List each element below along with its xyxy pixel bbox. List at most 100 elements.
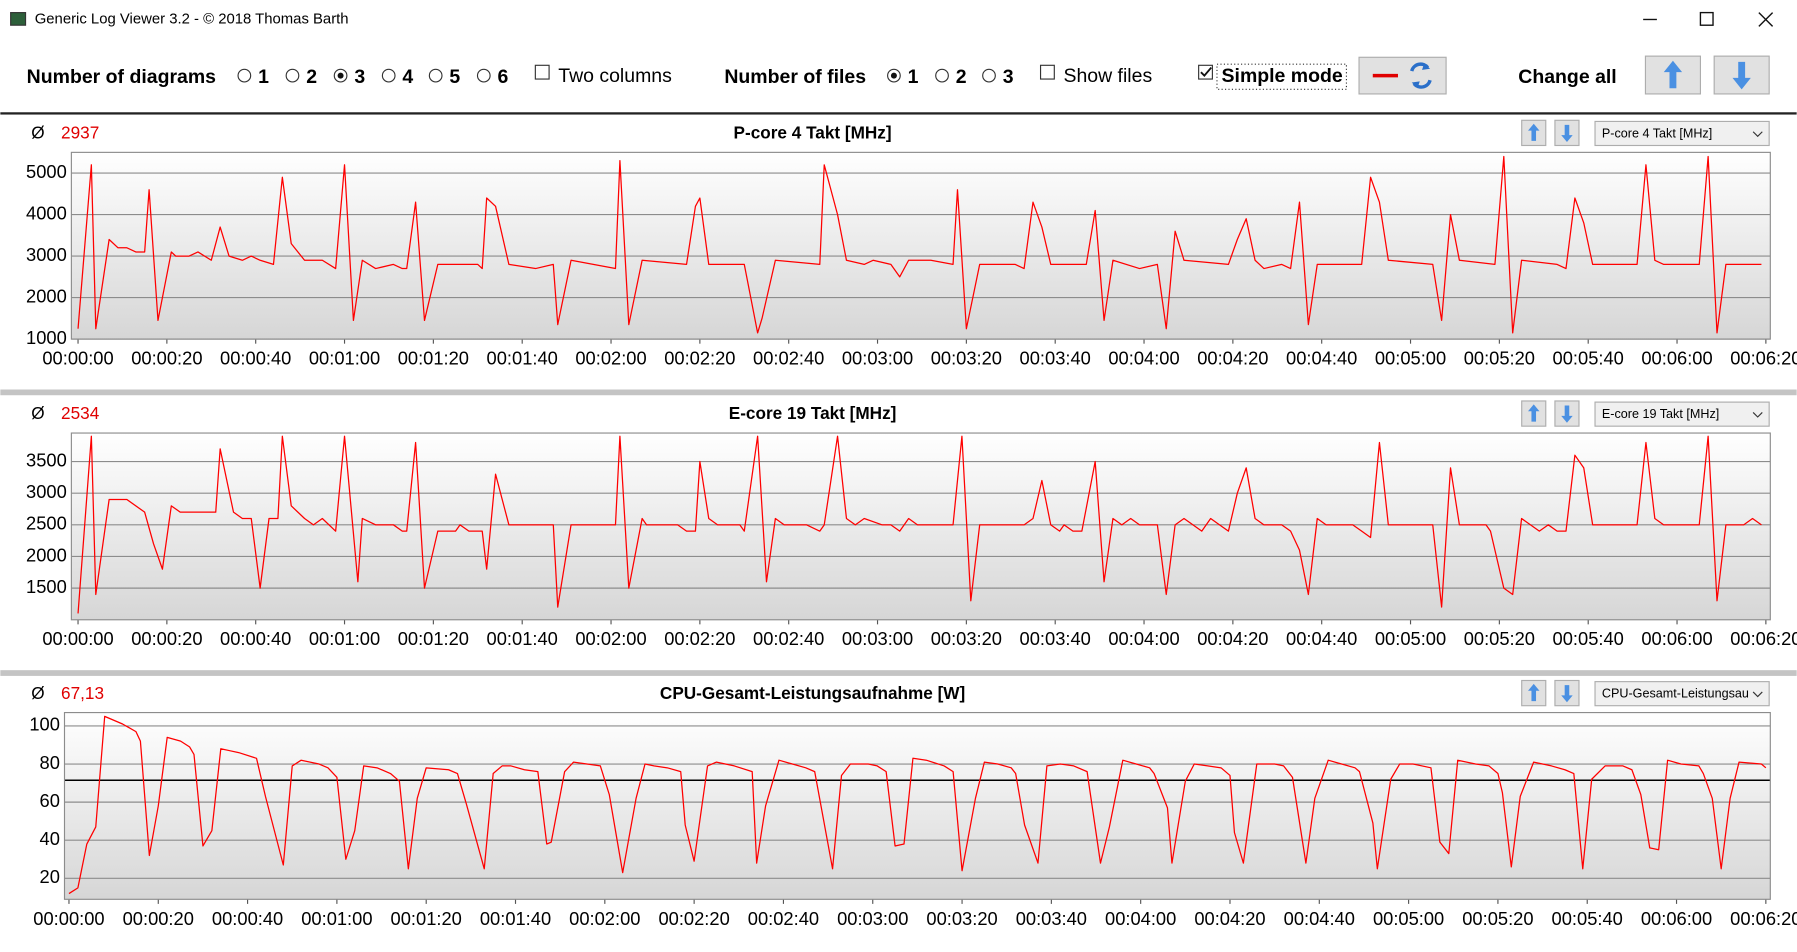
diagram-radio[interactable] [381, 68, 396, 83]
diagram-radio[interactable] [285, 68, 300, 83]
average-value: 2937 [61, 123, 99, 143]
move-down-button[interactable] [1554, 400, 1580, 427]
x-tick-label: 00:03:20 [931, 348, 1002, 369]
y-tick-label: 20 [40, 866, 60, 887]
show-files-label[interactable]: Show files [1063, 65, 1152, 87]
y-tick-label: 60 [40, 790, 60, 811]
diagram-option-label[interactable]: 5 [449, 66, 460, 88]
chart-title: E-core 19 Takt [MHz] [729, 403, 897, 423]
simple-mode-checkbox[interactable] [1198, 64, 1213, 80]
x-tick-label: 00:00:20 [131, 348, 202, 369]
button-arrow[interactable] [1561, 405, 1573, 423]
y-tick-label: 3500 [26, 449, 67, 470]
x-tick-label: 00:04:40 [1286, 348, 1357, 369]
x-tick-label: 00:05:20 [1464, 348, 1535, 369]
toolbar-separator [0, 112, 1797, 115]
window-title: Generic Log Viewer 3.2 - © 2018 Thomas B… [35, 11, 349, 27]
y-tick-label: 5000 [26, 161, 67, 182]
data-line [68, 715, 1767, 895]
selector-box[interactable] [1594, 681, 1770, 707]
x-tick-label: 00:02:20 [664, 348, 735, 369]
move-up-button[interactable] [1521, 119, 1547, 147]
selector-box[interactable] [1594, 401, 1770, 427]
x-tick-label: 00:02:40 [753, 348, 824, 369]
x-tick-label: 00:06:20 [1730, 628, 1797, 649]
selector-arrow[interactable] [1752, 691, 1763, 698]
plot-border [70, 432, 1771, 621]
chart-title: P-core 4 Takt [MHz] [734, 123, 892, 143]
diagram-option-label[interactable]: 6 [498, 66, 509, 88]
show-files-checkbox[interactable] [1039, 64, 1055, 80]
color-refresh-button[interactable] [1358, 56, 1447, 95]
button-arrow[interactable] [1561, 124, 1573, 143]
move-up-all-button[interactable] [1644, 55, 1701, 95]
average-symbol: Ø [31, 403, 44, 423]
series-selector[interactable]: CPU-Gesamt-Leistungsau [1594, 681, 1770, 707]
selector-arrow[interactable] [1752, 131, 1763, 138]
button-arrow[interactable] [1528, 404, 1540, 422]
simple-mode-checkbox-mark[interactable] [1200, 66, 1212, 77]
x-tick-label: 00:02:40 [748, 908, 819, 929]
diagram-radio[interactable] [237, 68, 252, 83]
diagram-radio-dot[interactable] [337, 72, 344, 79]
selector-arrow[interactable] [1752, 412, 1763, 418]
change-all-label: Change all [1518, 66, 1616, 88]
y-tick-label: 40 [40, 828, 60, 849]
window-controls[interactable] [1643, 11, 1774, 27]
selector-text[interactable]: CPU-Gesamt-Leistungsau [1602, 687, 1749, 701]
x-tick-label: 00:03:40 [1016, 908, 1087, 929]
y-tick-label: 3000 [26, 244, 67, 265]
x-tick-label: 00:05:20 [1464, 628, 1535, 649]
move-down-all-button[interactable] [1713, 55, 1770, 95]
file-radio[interactable] [935, 68, 949, 83]
file-option-label[interactable]: 1 [908, 66, 919, 88]
diagram-option-label[interactable]: 4 [402, 66, 413, 88]
selector-text[interactable]: E-core 19 Takt [MHz] [1602, 407, 1719, 421]
diagram-option-label[interactable]: 1 [258, 66, 269, 88]
x-tick-label: 00:03:00 [842, 348, 913, 369]
file-radio[interactable] [982, 68, 996, 83]
x-tick-label: 00:03:20 [931, 628, 1002, 649]
button-arrow[interactable] [1528, 683, 1540, 702]
x-tick-label: 00:04:00 [1108, 628, 1179, 649]
move-down-button[interactable] [1554, 679, 1580, 707]
x-tick-label: 00:01:20 [398, 348, 469, 369]
x-tick-label: 00:04:20 [1194, 908, 1265, 929]
selector-box[interactable] [1594, 120, 1770, 147]
two-columns-label[interactable]: Two columns [558, 65, 672, 87]
button-arrow[interactable] [1528, 123, 1540, 141]
x-tick-label: 00:03:20 [926, 908, 997, 929]
diagram-option-label[interactable]: 2 [306, 66, 317, 88]
x-tick-label: 00:04:20 [1197, 628, 1268, 649]
y-tick-label: 80 [40, 752, 60, 773]
plot-border [70, 151, 1771, 340]
file-radio-dot[interactable] [890, 72, 897, 79]
app-icon [10, 12, 27, 26]
move-down-button[interactable] [1554, 119, 1580, 147]
dynamic-content: 1 2 3 4 5 6 1 2 3 1000 2000 3000 4000 5000 00:00:00 00:… [26, 64, 1797, 929]
series-selector[interactable]: E-core 19 Takt [MHz] [1594, 401, 1770, 427]
two-columns-checkbox[interactable] [534, 64, 550, 80]
x-tick-label: 00:05:40 [1553, 628, 1624, 649]
move-up-button[interactable] [1521, 400, 1547, 427]
diagram-radio[interactable] [476, 68, 491, 83]
x-tick-label: 00:00:40 [220, 628, 291, 649]
x-tick-label: 00:03:40 [1020, 348, 1091, 369]
file-option-label[interactable]: 3 [1003, 66, 1014, 88]
button-arrow[interactable] [1561, 685, 1573, 703]
x-tick-label: 00:06:00 [1641, 908, 1712, 929]
x-tick-label: 00:03:00 [842, 628, 913, 649]
y-tick-label: 100 [29, 714, 60, 735]
x-tick-label: 00:06:20 [1730, 348, 1797, 369]
average-symbol: Ø [31, 683, 44, 703]
simple-mode-label[interactable]: Simple mode [1222, 65, 1343, 87]
diagram-option-label[interactable]: 3 [354, 66, 365, 88]
x-tick-label: 00:00:00 [42, 628, 113, 649]
move-up-button[interactable] [1521, 679, 1547, 707]
selector-text[interactable]: P-core 4 Takt [MHz] [1602, 126, 1712, 140]
diagram-radio[interactable] [428, 68, 443, 83]
plot-border [63, 711, 1771, 900]
series-selector[interactable]: P-core 4 Takt [MHz] [1594, 120, 1770, 147]
file-option-label[interactable]: 2 [956, 66, 967, 88]
